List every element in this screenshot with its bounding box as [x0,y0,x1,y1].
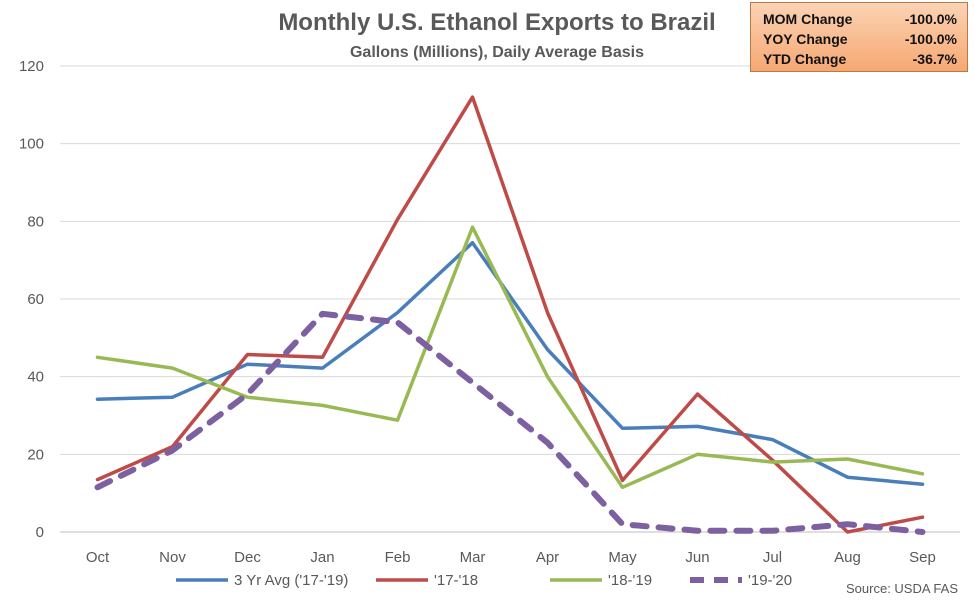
legend-label: '17-'18 [434,572,478,589]
series-line [95,95,925,534]
legend-label: 3 Yr Avg ('17-'19) [234,572,348,589]
y-tick-label: 120 [19,58,44,75]
stat-value: -36.7% [912,51,957,67]
x-tick-label: Aug [834,549,861,566]
stat-label: MOM Change [763,11,853,27]
y-tick-label: 60 [27,291,44,308]
x-tick-label: Dec [234,549,261,566]
series-line [95,225,925,490]
y-tick-label: 80 [27,213,44,230]
x-axis-ticks: Oct Nov Dec Jan Feb Mar Apr May Jun Jul Aug Sep [86,549,936,566]
y-tick-label: 20 [27,446,44,463]
x-tick-label: Nov [159,549,186,566]
chart-title: Monthly U.S. Ethanol Exports to Brazil [278,9,715,36]
gridlines [60,65,960,533]
y-tick-label: 100 [19,136,44,153]
y-tick-label: 40 [27,369,44,386]
x-tick-label: Mar [460,549,486,566]
chart-subtitle: Gallons (Millions), Daily Average Basis [350,44,644,61]
stat-label: YOY Change [763,31,848,47]
legend-label: '18-'19 [608,572,652,589]
legend-label: '19-'20 [748,572,792,589]
x-tick-label: Apr [536,549,559,566]
x-tick-label: May [608,549,637,566]
change-stats-box: MOM Change -100.0% YOY Change -100.0% YT… [750,2,968,72]
stat-value: -100.0% [904,11,957,27]
x-tick-label: Jul [763,549,782,566]
series-lines [94,95,926,535]
x-tick-label: Jan [310,549,334,566]
y-axis-ticks: 0 20 40 60 80 100 120 [19,58,44,541]
stat-row-mom: MOM Change -100.0% [763,9,957,29]
series-line [95,240,925,486]
x-tick-label: Sep [909,549,936,566]
stat-label: YTD Change [763,51,847,67]
legend: 3 Yr Avg ('17-'19) '17-'18 '18-'19 '19-'20 [176,572,792,589]
x-tick-label: Feb [385,549,411,566]
stat-row-ytd: YTD Change -36.7% [763,49,957,69]
series-line [94,310,926,535]
x-tick-label: Jun [685,549,709,566]
x-tick-label: Oct [86,549,110,566]
stat-row-yoy: YOY Change -100.0% [763,29,957,49]
y-tick-label: 0 [36,524,44,541]
source-note: Source: USDA FAS [846,581,958,596]
stat-value: -100.0% [904,31,957,47]
